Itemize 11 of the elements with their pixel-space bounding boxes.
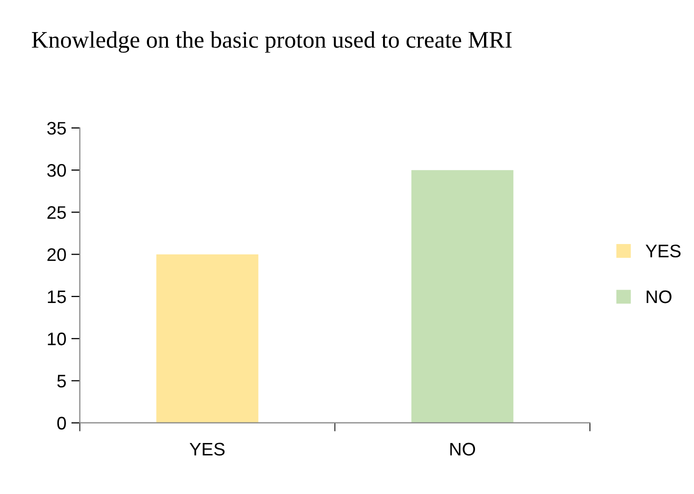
y-tick-label: 15 (48, 290, 66, 304)
legend-label: NO (646, 290, 672, 304)
y-tick-label: 10 (48, 332, 66, 346)
y-tick-label: 25 (47, 206, 66, 219)
chart-title: Knowledge on the basic proton used to create MRI (32, 31, 512, 53)
legend-label: YES (646, 244, 681, 258)
y-tick-label: 35 (47, 122, 66, 135)
y-tick-label: 5 (57, 374, 66, 388)
y-tick-label: 20 (47, 248, 66, 262)
y-tick-label: 0 (57, 416, 66, 430)
y-tick-label: 30 (47, 164, 66, 177)
